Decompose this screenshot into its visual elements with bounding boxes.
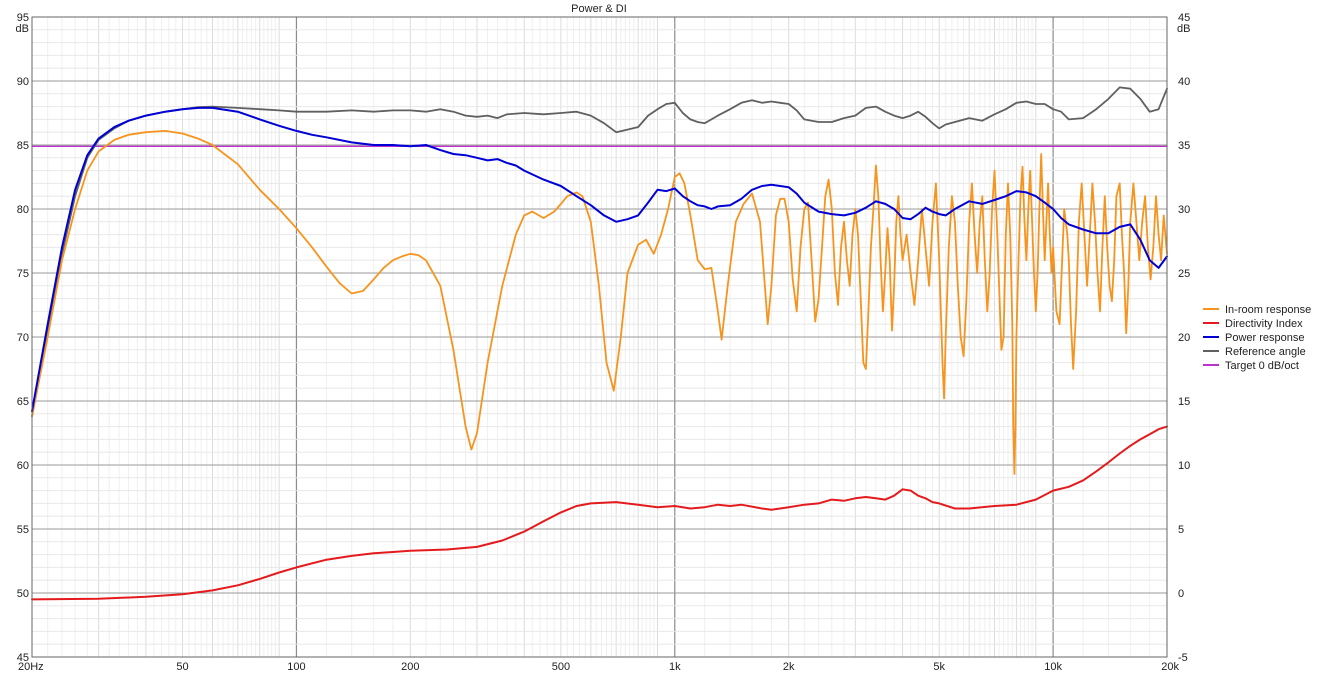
y-right-tick-label: 0 (1178, 588, 1184, 600)
y-left-tick-label: 90 (17, 76, 29, 88)
y-right-tick-label: 25 (1178, 268, 1190, 280)
y-left-unit: dB (16, 23, 29, 35)
y-right-tick-label: -5 (1178, 652, 1188, 664)
x-tick-label: 1k (669, 661, 681, 673)
y-right-unit: dB (1177, 23, 1190, 35)
y-right-tick-label: 5 (1178, 524, 1184, 536)
x-tick-label: 10k (1044, 661, 1062, 673)
x-tick-label: 100 (287, 661, 305, 673)
x-tick-label: 2k (783, 661, 795, 673)
y-left-tick-label: 95 (17, 12, 29, 24)
y-right-tick-label: 20 (1178, 332, 1190, 344)
y-left-tick-label: 55 (17, 524, 29, 536)
y-right-tick-label: 40 (1178, 76, 1190, 88)
x-axis: 20Hz 50 100 200 500 1k 2k 5k 10k 20k (18, 661, 1179, 673)
y-left-tick-label: 75 (17, 268, 29, 280)
chart-title: Power & DI (571, 3, 627, 15)
y-left-tick-label: 80 (17, 204, 29, 216)
legend-label: Directivity Index (1225, 318, 1303, 330)
legend: In-room response Directivity Index Power r… (1203, 304, 1311, 372)
series-line-in-room-response (31, 130, 1168, 475)
series-line-reference-angle (31, 86, 1168, 418)
series-layer (31, 86, 1168, 601)
y-left-tick-label: 85 (17, 140, 29, 152)
y-right-tick-label: 45 (1178, 12, 1190, 24)
y-left-tick-label: 60 (17, 460, 29, 472)
legend-label: Reference angle (1225, 346, 1306, 358)
legend-label: Target 0 dB/oct (1225, 360, 1299, 372)
y-left-tick-label: 50 (17, 588, 29, 600)
x-tick-label: 50 (176, 661, 188, 673)
y-right-tick-label: 30 (1178, 204, 1190, 216)
y-axis-right: -5 0 5 10 15 20 25 30 35 40 45 (1178, 12, 1190, 664)
x-tick-label: 20Hz (18, 661, 44, 673)
legend-label: Power response (1225, 332, 1305, 344)
plot-frame (31, 16, 1168, 658)
y-axis-left: 45 50 55 60 65 70 75 80 85 90 95 (17, 12, 29, 664)
series-line-directivity-index (31, 425, 1168, 601)
y-right-tick-label: 35 (1178, 140, 1190, 152)
y-left-tick-label: 45 (17, 652, 29, 664)
x-tick-label: 20k (1161, 661, 1179, 673)
x-tick-label: 200 (401, 661, 419, 673)
y-left-tick-label: 70 (17, 332, 29, 344)
x-tick-label: 500 (552, 661, 570, 673)
legend-label: In-room response (1225, 304, 1311, 316)
x-tick-label: 5k (933, 661, 945, 673)
y-left-tick-label: 65 (17, 396, 29, 408)
series-line-power-response (31, 106, 1168, 413)
y-right-tick-label: 10 (1178, 460, 1190, 472)
y-right-tick-label: 15 (1178, 396, 1190, 408)
